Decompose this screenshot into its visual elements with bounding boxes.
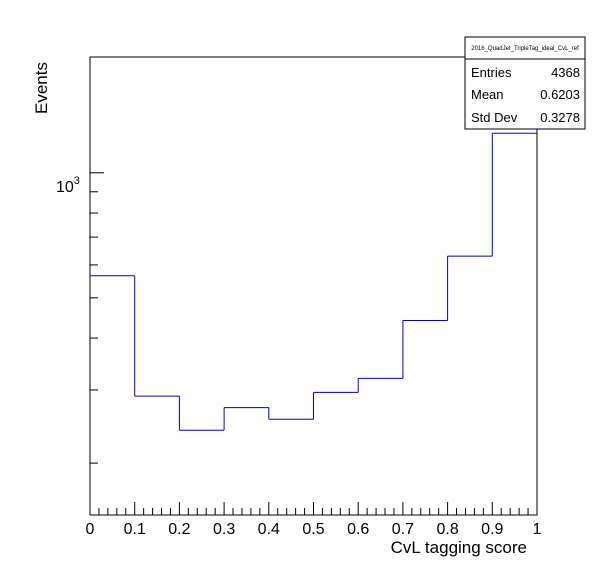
x-axis-title: CvL tagging score <box>391 538 527 557</box>
y-tick-label-major: 103 <box>56 175 80 196</box>
x-tick-label: 0 <box>86 521 95 538</box>
y-axis <box>90 172 104 464</box>
x-tick-label: 0.7 <box>392 521 414 538</box>
stats-entries-value: 4368 <box>551 65 580 80</box>
x-tick-label: 0.3 <box>213 521 235 538</box>
stats-stddev-label: Std Dev <box>471 110 518 125</box>
x-tick-label: 0.2 <box>168 521 190 538</box>
x-tick-label: 0.4 <box>258 521 280 538</box>
stats-stddev-value: 0.3278 <box>540 110 580 125</box>
x-tick-label: 1 <box>533 521 542 538</box>
stats-entries-label: Entries <box>471 65 512 80</box>
x-tick-label: 0.8 <box>436 521 458 538</box>
x-tick-label: 0.9 <box>481 521 503 538</box>
stats-box: 2016_QuadJet_TripleTag_ideal_CvL_ref Ent… <box>464 36 586 130</box>
x-tick-label: 0.1 <box>124 521 146 538</box>
x-tick-label: 0.6 <box>347 521 369 538</box>
stats-mean-value: 0.6203 <box>540 87 580 102</box>
x-tick-label: 0.5 <box>302 521 324 538</box>
stats-box-title: 2016_QuadJet_TripleTag_ideal_CvL_ref <box>471 46 579 52</box>
y-axis-title: Events <box>32 62 51 114</box>
histogram-bins <box>90 132 537 431</box>
x-axis: 0 0.1 0.2 0.3 0.4 0.5 0.6 0.7 0.8 0.9 1 <box>86 502 542 538</box>
stats-mean-label: Mean <box>471 87 504 102</box>
stats-box-frame <box>464 36 586 130</box>
